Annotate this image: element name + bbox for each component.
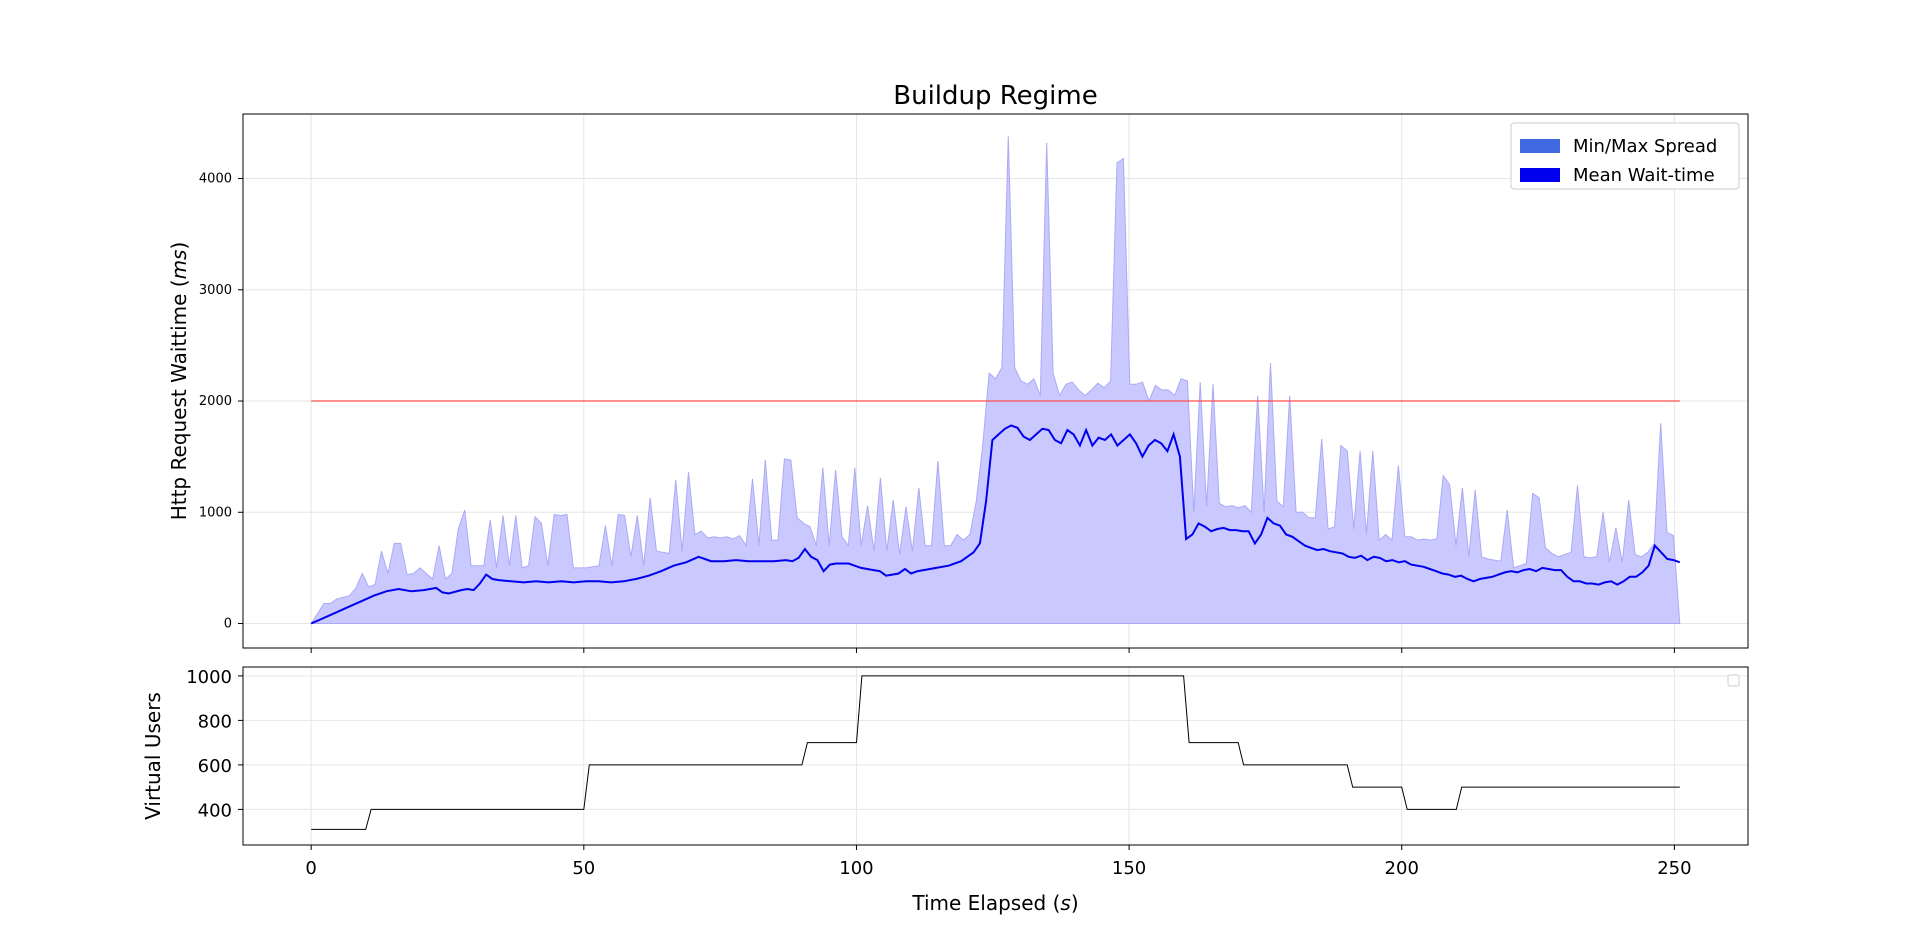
x-tick-label: 0 <box>305 858 316 879</box>
y-tick-label: 3000 <box>199 283 232 298</box>
virtual-users-path <box>311 675 1680 830</box>
wait-time-y-axis-label-prefix: Http Request Waittime ( <box>167 279 191 520</box>
wait-time-x-ticks <box>310 648 1675 653</box>
y-tick-label: 400 <box>198 800 232 821</box>
virtual-users-y-ticks: 400 600 800 1000 <box>186 667 243 821</box>
wait-time-y-ticks: 0 1000 2000 3000 4000 <box>199 172 243 632</box>
time-elapsed-x-axis-label: Time Elapsed (s) <box>911 891 1078 915</box>
wait-time-y-axis-label-unit: ms <box>167 250 191 280</box>
y-tick-label: 1000 <box>186 667 232 688</box>
wait-time-legend: Min/Max Spread Mean Wait-time <box>1510 122 1740 190</box>
wait-time-y-axis-label-suffix: ) <box>167 242 191 250</box>
legend-swatch-min-max-spread <box>1520 139 1560 153</box>
virtual-users-panel: 400 600 800 1000 0 50 100 150 200 250 Virtual Us… <box>141 666 1749 915</box>
virtual-users-line <box>311 675 1680 830</box>
y-tick-label: 4000 <box>199 172 232 187</box>
min-max-spread-band <box>310 136 1681 624</box>
legend-swatch-mean-wait-time <box>1520 168 1560 182</box>
y-tick-label: 2000 <box>199 394 232 409</box>
legend-box <box>1510 122 1740 190</box>
virtual-users-y-axis-label: Virtual Users <box>141 692 165 820</box>
x-axis-label-unit: s <box>1060 891 1070 915</box>
y-tick-label: 800 <box>198 711 232 732</box>
x-tick-label: 250 <box>1657 858 1691 879</box>
chart-title: Buildup Regime <box>893 81 1097 111</box>
virtual-users-plot-frame <box>242 666 1749 846</box>
wait-time-panel: 0 1000 2000 3000 4000 Buildup Regime Http Re… <box>167 81 1749 653</box>
x-axis-label-prefix: Time Elapsed ( <box>911 891 1060 915</box>
legend-label-min-max-spread: Min/Max Spread <box>1573 136 1717 157</box>
x-tick-label: 100 <box>839 858 873 879</box>
virtual-users-grid <box>243 667 1748 845</box>
x-tick-label: 200 <box>1385 858 1419 879</box>
y-tick-label: 1000 <box>199 505 232 520</box>
wait-time-y-axis-label: Http Request Waittime (ms) <box>167 242 191 521</box>
min-max-spread-area <box>310 136 1681 624</box>
mean-wait-time-line <box>310 424 1681 625</box>
legend-label-mean-wait-time: Mean Wait-time <box>1573 165 1715 186</box>
empty-legend-box <box>1727 674 1740 687</box>
virtual-users-x-ticks: 0 50 100 150 200 250 <box>305 845 1692 879</box>
x-tick-label: 50 <box>572 858 595 879</box>
y-tick-label: 0 <box>224 617 232 632</box>
wait-time-plot-frame <box>242 113 1749 649</box>
x-axis-label-suffix: ) <box>1071 891 1079 915</box>
mean-wait-time-path <box>310 424 1681 625</box>
x-tick-label: 150 <box>1112 858 1146 879</box>
y-tick-label: 600 <box>198 756 232 777</box>
